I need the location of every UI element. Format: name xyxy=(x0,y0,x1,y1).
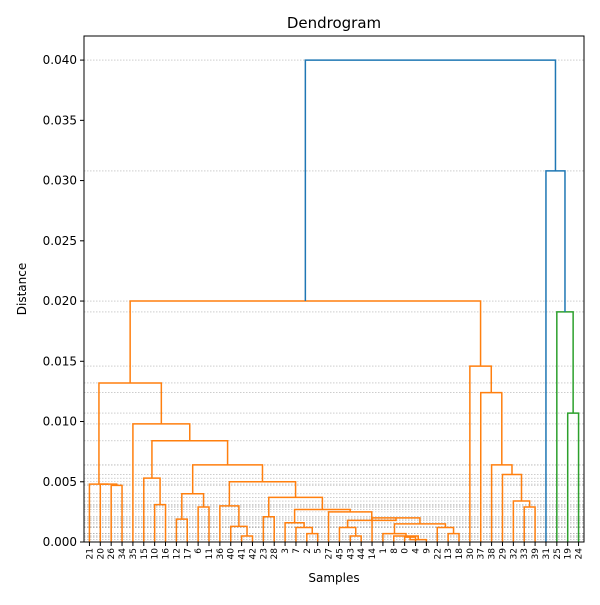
x-tick-label: 30 xyxy=(466,548,476,560)
dendrogram-link xyxy=(295,526,314,542)
x-tick-label: 14 xyxy=(368,548,378,560)
dendrogram-link xyxy=(436,526,455,542)
dendrogram-link xyxy=(306,532,319,542)
x-tick-label: 15 xyxy=(140,548,150,559)
x-tick-label: 8 xyxy=(390,548,400,554)
x-tick-label: 44 xyxy=(357,548,367,560)
link-layer xyxy=(88,59,580,542)
dendrogram-link xyxy=(327,511,373,542)
y-tick-label: 0.040 xyxy=(43,53,77,67)
dendrogram-link xyxy=(129,300,482,383)
y-tick-label: 0.010 xyxy=(43,415,77,429)
x-tick-label: 1 xyxy=(379,548,389,554)
x-tick-label: 19 xyxy=(564,548,574,560)
y-tick-label: 0.000 xyxy=(43,535,77,549)
x-tick-label: 12 xyxy=(172,548,182,559)
dendrogram-link xyxy=(304,59,557,302)
x-tick-label: 37 xyxy=(477,548,487,559)
y-tick-label: 0.020 xyxy=(43,294,77,308)
x-tick-label: 18 xyxy=(455,548,465,560)
y-tick-label: 0.015 xyxy=(43,354,77,368)
dendrogram-link xyxy=(469,365,493,542)
dendrogram-link xyxy=(143,477,161,542)
dendrogram-link xyxy=(479,391,503,542)
x-tick-label: 0 xyxy=(401,548,411,554)
x-tick-label: 9 xyxy=(422,548,432,554)
x-tick-label: 3 xyxy=(281,548,291,554)
dendrogram-link xyxy=(268,496,324,517)
x-tick-label: 10 xyxy=(151,548,161,560)
y-tick-label: 0.030 xyxy=(43,174,77,188)
dendrogram-link xyxy=(338,526,357,542)
x-tick-label: 42 xyxy=(248,548,258,559)
x-tick-label: 5 xyxy=(314,548,324,554)
x-tick-label: 13 xyxy=(444,548,454,559)
x-tick-label: 38 xyxy=(488,548,498,560)
dendrogram-link xyxy=(88,483,109,542)
x-tick-label: 32 xyxy=(509,548,519,559)
x-axis-label: Samples xyxy=(308,571,359,585)
dendrogram-link xyxy=(523,506,536,542)
dendrogram-link xyxy=(284,521,305,542)
y-tick-label: 0.025 xyxy=(43,234,77,248)
x-tick-label: 23 xyxy=(259,548,269,559)
x-tick-label: 33 xyxy=(520,548,530,559)
x-tick-label: 22 xyxy=(433,548,443,559)
x-tick-label: 25 xyxy=(553,548,563,559)
y-tick-label: 0.035 xyxy=(43,113,77,127)
plot-frame xyxy=(83,35,585,543)
x-tick-label: 31 xyxy=(542,548,552,559)
y-tick-label: 0.005 xyxy=(43,475,77,489)
dendrogram-link xyxy=(228,481,297,506)
x-tick-label: 45 xyxy=(335,548,345,559)
x-tick-label: 28 xyxy=(270,548,280,560)
x-tick-label: 39 xyxy=(531,548,541,560)
x-tick-label: 24 xyxy=(575,548,585,560)
x-tick-label: 27 xyxy=(325,548,335,559)
chart-title: Dendrogram xyxy=(287,14,381,32)
x-tick-label: 29 xyxy=(498,548,508,560)
x-tick-label: 26 xyxy=(107,548,117,560)
x-tick-label: 35 xyxy=(129,548,139,559)
x-tick-label: 41 xyxy=(238,548,248,559)
y-axis: 0.000 0.005 0.010 0.015 0.020 0.025 0.030 0.035… xyxy=(43,53,84,549)
x-tick-label: 17 xyxy=(183,548,193,559)
dendrogram-link xyxy=(181,493,205,520)
x-tick-label: 4 xyxy=(412,548,422,554)
x-tick-label: 43 xyxy=(346,548,356,559)
x-tick-label: 40 xyxy=(227,548,237,560)
x-tick-label: 16 xyxy=(162,548,172,560)
y-axis-label: Distance xyxy=(15,263,29,315)
x-tick-label: 2 xyxy=(303,548,313,554)
dendrogram-link xyxy=(382,532,407,542)
x-tick-label: 20 xyxy=(96,548,106,560)
x-tick-label: 11 xyxy=(205,548,215,559)
x-tick-label: 7 xyxy=(292,548,302,554)
x-axis: 21 20 26 34 35 15 10 16 12 17 6 11 36 40 41 42 23 28 3 7 2 5 2… xyxy=(85,542,585,560)
dendrogram-link xyxy=(197,506,210,542)
x-tick-label: 36 xyxy=(216,548,226,560)
dendrogram-link xyxy=(393,523,447,534)
x-tick-label: 34 xyxy=(118,548,128,560)
dendrogram-link xyxy=(447,532,460,542)
x-tick-label: 21 xyxy=(85,548,95,559)
x-tick-label: 6 xyxy=(194,548,204,554)
